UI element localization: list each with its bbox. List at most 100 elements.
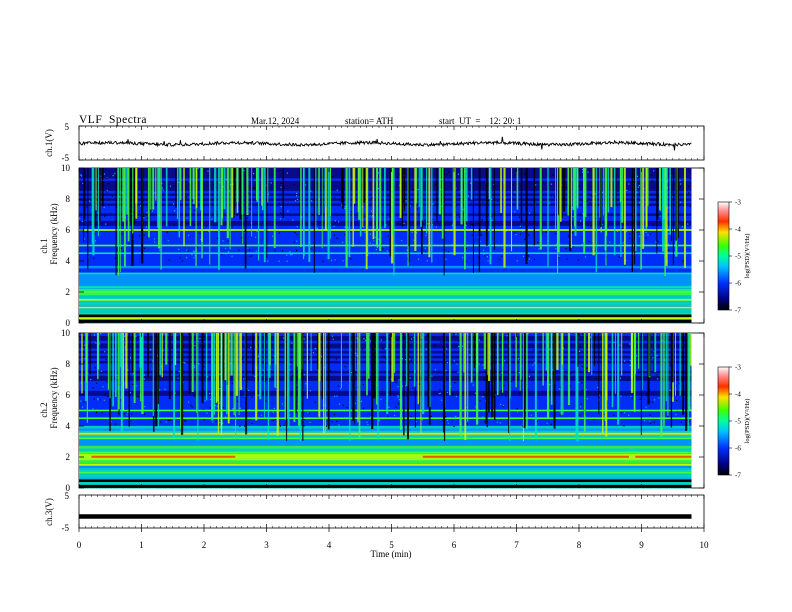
sferic xyxy=(613,168,616,256)
spectrogram-noise xyxy=(119,399,121,401)
ytick-label: 0 xyxy=(66,318,71,328)
spectrogram-noise xyxy=(303,418,306,420)
sferic xyxy=(670,333,673,428)
spectrogram-noise xyxy=(86,231,88,233)
sferic xyxy=(120,333,123,400)
spectrogram-noise xyxy=(582,333,584,335)
spectrogram-noise xyxy=(303,374,305,376)
sferic xyxy=(403,168,406,212)
sferic xyxy=(508,333,510,433)
spectrogram-noise xyxy=(224,247,227,249)
spectrogram-line-3.2 xyxy=(79,272,692,275)
spectrogram-noise xyxy=(562,368,565,370)
spectrogram-noise xyxy=(424,247,426,249)
spectrogram-noise xyxy=(450,385,452,387)
sferic xyxy=(664,168,666,277)
spectrogram-noise xyxy=(482,378,485,380)
spectrogram-noise xyxy=(630,395,632,397)
spectrogram-noise xyxy=(434,369,436,371)
spectrogram-noise xyxy=(432,203,434,205)
spectrogram-noise xyxy=(504,360,506,362)
spectrogram-noise xyxy=(236,400,239,402)
spectrogram-noise xyxy=(229,340,231,342)
spectrogram-noise xyxy=(688,185,690,187)
sferic xyxy=(86,333,88,383)
spectrogram-noise xyxy=(482,249,485,251)
spectrogram-noise xyxy=(341,204,343,206)
sferic xyxy=(675,333,676,396)
sferic xyxy=(633,168,636,265)
spectrogram-noise xyxy=(465,248,467,250)
sferic xyxy=(605,333,608,437)
sferic xyxy=(523,333,526,429)
spectrogram-noise xyxy=(405,385,407,387)
spectrogram-noise xyxy=(251,396,253,398)
spectrogram-noise xyxy=(527,333,529,335)
spectrogram-noise xyxy=(107,395,109,397)
sferic xyxy=(358,168,361,220)
spectrogram-noise xyxy=(97,399,99,401)
spectrogram-noise xyxy=(610,358,613,360)
sferic xyxy=(273,168,276,248)
spectrogram-noise xyxy=(95,341,98,343)
sferic xyxy=(196,333,198,413)
ch1-waveform-line xyxy=(78,136,692,151)
spectrogram-noise xyxy=(254,375,256,378)
spectrogram-noise xyxy=(153,238,156,240)
spectrogram-noise xyxy=(498,340,500,342)
sferic xyxy=(159,333,162,376)
sferic xyxy=(236,168,239,202)
sferic xyxy=(352,333,354,421)
spectrogram-noise xyxy=(522,230,524,232)
spectrogram-noise xyxy=(451,224,454,226)
sferic xyxy=(98,168,101,222)
spectrogram-noise xyxy=(638,184,640,187)
sferic xyxy=(244,168,247,269)
spectrogram-noise xyxy=(291,253,293,256)
spectrogram-noise xyxy=(132,383,134,386)
sferic xyxy=(568,168,572,252)
spectrogram-noise xyxy=(255,250,257,253)
spectrogram-noise xyxy=(424,219,426,221)
spectrogram-band xyxy=(79,260,692,264)
sferic xyxy=(602,168,604,216)
spectrogram-noise xyxy=(162,350,164,352)
sferic xyxy=(631,168,634,273)
spectrogram-noise xyxy=(185,196,187,198)
spectrogram-noise xyxy=(178,374,181,376)
spectrogram-noise xyxy=(479,400,481,402)
sferic xyxy=(619,168,622,202)
spectrogram-noise xyxy=(200,238,202,241)
sferic xyxy=(267,333,270,440)
sferic xyxy=(227,333,230,424)
sferic xyxy=(436,168,438,223)
spectrogram-noise xyxy=(159,249,161,251)
spectrogram-noise xyxy=(578,185,581,187)
sferic xyxy=(119,333,121,368)
spectrogram-noise xyxy=(668,249,670,251)
sferic xyxy=(630,333,633,393)
spectrogram-noise xyxy=(312,351,315,354)
spectrogram-noise xyxy=(447,422,449,424)
spectrogram-noise xyxy=(459,198,461,200)
spectrogram-noise xyxy=(249,255,251,257)
sferic xyxy=(546,333,550,418)
sferic xyxy=(284,333,286,400)
sferic xyxy=(431,168,433,263)
sferic xyxy=(621,333,623,376)
sferic xyxy=(520,333,522,380)
spectrogram-noise xyxy=(554,196,556,198)
spectrogram-noise xyxy=(336,237,338,239)
spectrogram-noise xyxy=(104,394,106,396)
sferic xyxy=(226,333,228,415)
sferic xyxy=(401,168,404,227)
sferic xyxy=(229,168,231,250)
spectrogram-noise xyxy=(251,422,253,424)
spectrogram-noise xyxy=(356,355,358,357)
sferic xyxy=(660,333,663,437)
sferic xyxy=(320,168,323,216)
spectrogram-noise xyxy=(279,425,281,427)
spectrogram-noise xyxy=(668,207,670,209)
spectrogram-noise xyxy=(169,189,171,191)
spectrogram-noise xyxy=(253,187,256,189)
